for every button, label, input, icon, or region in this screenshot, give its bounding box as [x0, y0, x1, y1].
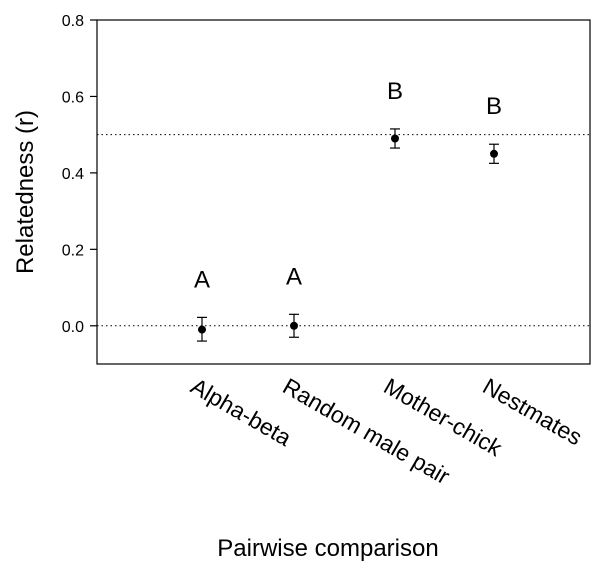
- group-letters: A A B B: [194, 78, 502, 293]
- y-tick-label: 0.2: [62, 242, 84, 259]
- group-letter: B: [387, 78, 403, 105]
- data-points: [197, 128, 499, 342]
- y-tick-label: 0.8: [62, 13, 84, 30]
- data-point: [391, 134, 399, 143]
- data-point: [490, 149, 498, 158]
- group-letter: A: [194, 266, 210, 293]
- plot-area: [96, 19, 591, 365]
- y-tick-label: 0.4: [62, 166, 84, 183]
- group-letter: B: [486, 93, 502, 120]
- reference-lines: [97, 134, 590, 327]
- y-tick-label: 0.0: [62, 319, 84, 336]
- category-label: Random male pair: [279, 373, 455, 490]
- y-axis-ticks: 0.0 0.2 0.4 0.6 0.8: [62, 13, 97, 336]
- category-label: Alpha-beta: [187, 373, 297, 451]
- y-tick-label: 0.6: [62, 89, 84, 106]
- x-axis-title: Pairwise comparison: [217, 535, 438, 562]
- data-point: [290, 321, 298, 330]
- group-letter: A: [286, 263, 302, 290]
- data-point: [198, 325, 206, 334]
- y-axis-title: Relatedness (r): [12, 110, 39, 274]
